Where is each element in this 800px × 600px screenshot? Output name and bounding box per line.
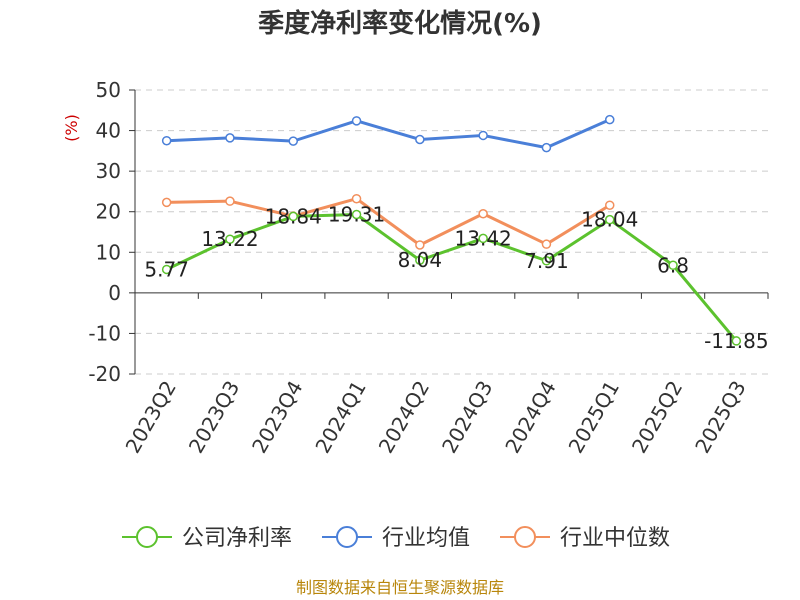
data-point[interactable] (605, 200, 615, 210)
data-point[interactable] (288, 136, 298, 146)
x-tick-label: 2024Q2 (374, 377, 434, 458)
chart-title: 季度净利率变化情况(%) (258, 8, 542, 39)
data-point[interactable] (351, 209, 362, 220)
series-line (166, 118, 611, 150)
x-tick-label: 2024Q1 (310, 377, 370, 458)
series-line (166, 213, 738, 342)
legend-item-0[interactable]: 公司净利率 (122, 526, 292, 551)
data-point[interactable] (541, 142, 552, 153)
y-tick-label: 20 (96, 200, 121, 224)
legend-label: 公司净利率 (182, 526, 292, 551)
y-tick-label: 50 (96, 78, 121, 102)
data-label: 18.84 (265, 204, 322, 228)
data-point[interactable] (668, 260, 678, 271)
data-point[interactable] (161, 135, 172, 146)
data-point[interactable] (288, 211, 298, 222)
x-tick-label: 2025Q2 (627, 377, 687, 458)
x-tick-label: 2024Q4 (500, 377, 560, 458)
x-tick-label: 2024Q3 (437, 377, 497, 458)
data-label: 6.8 (657, 253, 689, 277)
y-tick-label: 10 (96, 240, 121, 264)
data-point[interactable] (541, 239, 552, 249)
data-label: 13.42 (455, 226, 512, 250)
data-point[interactable] (605, 114, 615, 125)
data-point[interactable] (478, 208, 488, 219)
legend-marker (336, 526, 358, 548)
legend-marker (514, 526, 536, 548)
data-label: 18.04 (581, 208, 638, 232)
data-point[interactable] (225, 133, 235, 143)
data-point[interactable] (161, 197, 172, 208)
x-tick-label: 2025Q1 (564, 377, 624, 458)
data-point[interactable] (351, 193, 362, 204)
series-group: 5.77 13.22 18.84 19.31 8.04 13.42 7.91 18.04 6.8… (144, 114, 769, 353)
data-point[interactable] (415, 255, 425, 265)
legend-item-2[interactable]: 行业中位数 (500, 526, 670, 551)
y-tick-label: -20 (88, 362, 121, 386)
y-tick-label: 0 (108, 281, 121, 305)
legend[interactable]: 公司净利率 行业均值 行业中位数 (122, 526, 670, 551)
y-axis: 50 40 30 20 10 0 -10 -20 (88, 78, 136, 386)
data-label: 8.04 (398, 248, 443, 272)
y-tick-label: 40 (96, 119, 121, 143)
legend-label: 行业均值 (382, 526, 470, 551)
data-point[interactable] (351, 116, 362, 126)
data-point[interactable] (225, 196, 235, 206)
data-point[interactable] (731, 336, 742, 346)
data-label: 19.31 (328, 203, 385, 227)
y-tick-label: -10 (88, 321, 121, 345)
y-tick-label: 30 (96, 159, 121, 183)
data-point[interactable] (541, 256, 552, 266)
data-point[interactable] (225, 234, 235, 244)
data-point[interactable] (415, 240, 425, 250)
data-label: 5.77 (144, 257, 189, 281)
data-label: 7.91 (524, 249, 569, 273)
data-source: 制图数据来自恒生聚源数据库 (296, 578, 504, 597)
data-point[interactable] (415, 134, 425, 145)
data-point[interactable] (605, 214, 615, 225)
series-0: 5.77 13.22 18.84 19.31 8.04 13.42 7.91 18.04 6.8… (144, 203, 768, 353)
data-label: 13.22 (201, 227, 258, 251)
legend-marker (136, 526, 158, 548)
data-label: -11.85 (704, 329, 768, 353)
x-tick-label: 2023Q3 (184, 377, 244, 458)
data-point[interactable] (478, 130, 488, 141)
legend-item-1[interactable]: 行业均值 (322, 526, 470, 551)
x-tick-label: 2023Q4 (247, 377, 307, 458)
series-1 (161, 114, 615, 153)
legend-label: 行业中位数 (560, 526, 670, 551)
data-point[interactable] (478, 233, 488, 244)
series-line (166, 197, 611, 247)
data-point[interactable] (161, 264, 172, 275)
x-tick-label: 2025Q3 (690, 377, 750, 458)
y-axis-unit: (%) (62, 114, 81, 142)
x-axis: 2023Q2 2023Q3 2023Q4 2024Q1 2024Q2 2024Q3 2024… (121, 292, 769, 458)
x-tick-label: 2023Q2 (121, 377, 181, 458)
